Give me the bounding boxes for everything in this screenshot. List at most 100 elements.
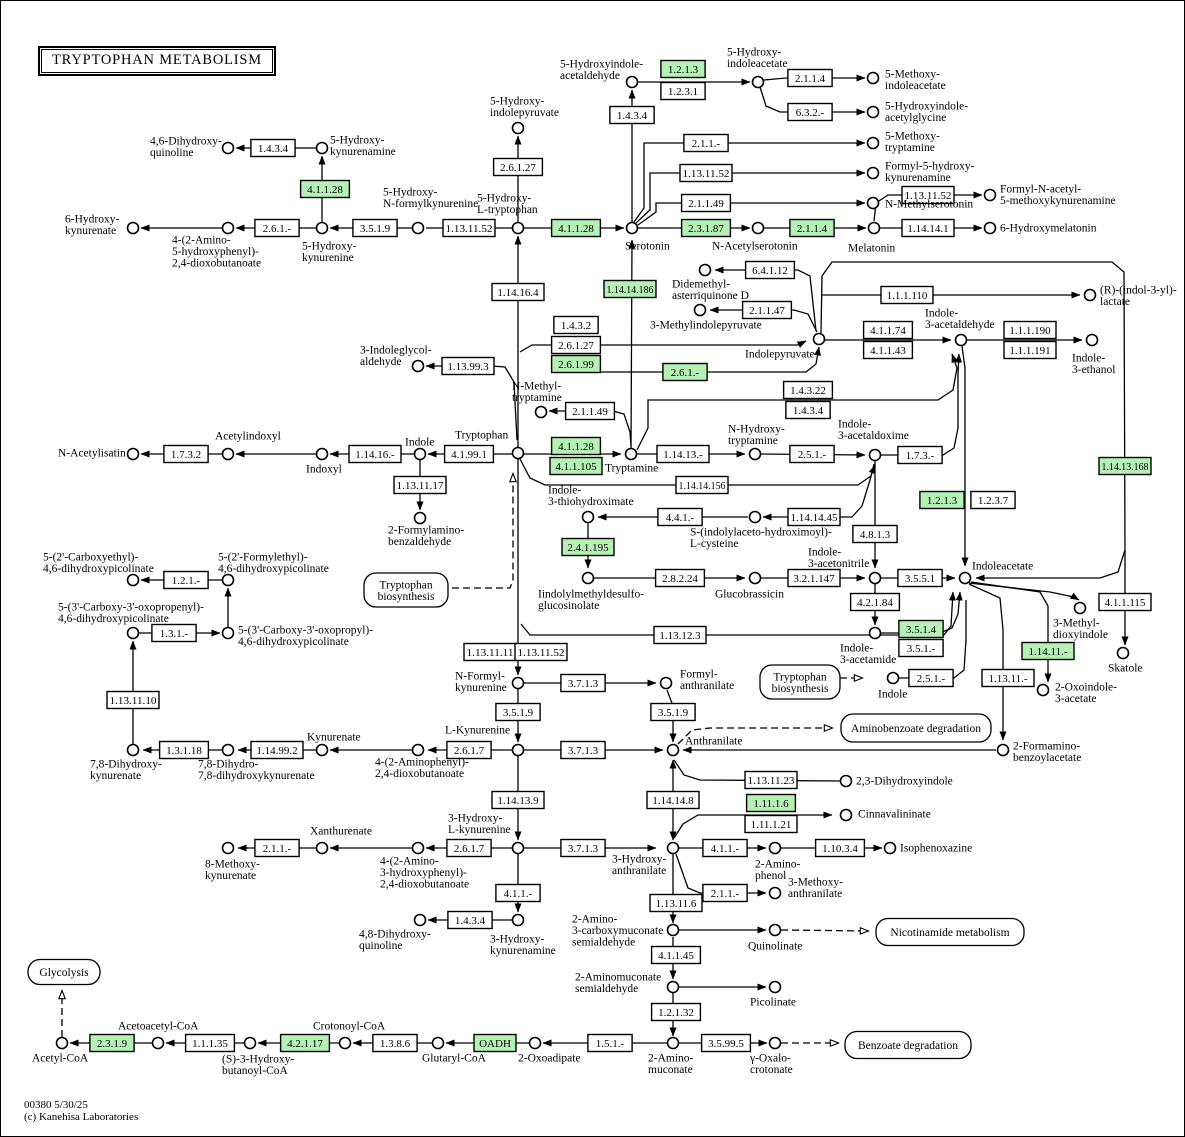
- enzyme-box-3-7-1-3[interactable]: 3.7.1.3: [560, 740, 606, 760]
- enzyme-box-2-1-1-49[interactable]: 2.1.1.49: [680, 193, 732, 213]
- enzyme-box-1-7-3[interactable]: 1.7.3.-: [897, 445, 943, 465]
- enzyme-box-1-13-11-52[interactable]: 1.13.11.52: [901, 185, 955, 205]
- enzyme-box-4-2-1-84[interactable]: 4.2.1.84: [849, 592, 901, 612]
- compound-node[interactable]: [221, 573, 235, 587]
- compound-node[interactable]: [1116, 646, 1130, 660]
- enzyme-box-1-3-1[interactable]: 1.3.1.-: [151, 623, 197, 643]
- enzyme-box-2-6-1-99[interactable]: 2.6.1.99: [550, 354, 602, 374]
- enzyme-box-4-1-99-1[interactable]: 4.1.99.1: [443, 444, 495, 464]
- compound-node[interactable]: [55, 1036, 69, 1050]
- enzyme-box-1-13-11-6[interactable]: 1.13.11.6: [649, 893, 703, 913]
- compound-node[interactable]: [411, 221, 425, 235]
- enzyme-box-4-2-1-17[interactable]: 4.2.1.17: [279, 1033, 331, 1053]
- compound-node[interactable]: [243, 1036, 257, 1050]
- enzyme-box-1-14-13-9[interactable]: 1.14.13.9: [491, 790, 545, 810]
- compound-node[interactable]: [886, 671, 900, 685]
- enzyme-box-2-1-1[interactable]: 2.1.1.-: [254, 838, 300, 858]
- enzyme-box-1-2-1[interactable]: 1.2.1.-: [163, 570, 209, 590]
- enzyme-box-2-5-1[interactable]: 2.5.1.-: [908, 668, 954, 688]
- compound-node[interactable]: [983, 188, 997, 202]
- compound-node[interactable]: [748, 447, 762, 461]
- enzyme-box-1-1-1-191[interactable]: 1.1.1.191: [1003, 340, 1057, 360]
- compound-node[interactable]: [954, 333, 968, 347]
- enzyme-box-2-6-1-7[interactable]: 2.6.1.7: [446, 838, 492, 858]
- compound-node[interactable]: [413, 447, 427, 461]
- compound-node[interactable]: [768, 1036, 782, 1050]
- compound-node[interactable]: [126, 743, 140, 757]
- enzyme-box-3-5-1-9[interactable]: 3.5.1.9: [650, 702, 696, 722]
- compound-node[interactable]: [812, 332, 826, 346]
- compound-node[interactable]: [868, 626, 882, 640]
- compound-node[interactable]: [511, 913, 525, 927]
- enzyme-box-4-1-1-115[interactable]: 4.1.1.115: [1098, 592, 1152, 612]
- pathway-link-nicotinamide-metabolism[interactable]: Nicotinamide metabolism: [875, 917, 1025, 947]
- enzyme-box-1-14-14-8[interactable]: 1.14.14.8: [646, 790, 700, 810]
- compound-node[interactable]: [883, 841, 897, 855]
- enzyme-box-1-13-11-10[interactable]: 1.13.11.10: [106, 690, 160, 710]
- compound-node[interactable]: [866, 196, 880, 210]
- enzyme-box-1-14-13[interactable]: 1.14.13.-: [656, 444, 710, 464]
- enzyme-box-1-2-1-3[interactable]: 1.2.1.3: [919, 490, 965, 510]
- enzyme-box-1-10-3-4[interactable]: 1.10.3.4: [814, 838, 866, 858]
- compound-node[interactable]: [866, 166, 880, 180]
- enzyme-box-4-1-1[interactable]: 4.1.1.-: [495, 883, 541, 903]
- compound-node[interactable]: [126, 221, 140, 235]
- enzyme-box-1-2-1-32[interactable]: 1.2.1.32: [650, 1002, 702, 1022]
- enzyme-box-1-4-3-4[interactable]: 1.4.3.4: [609, 105, 655, 125]
- compound-node[interactable]: [868, 571, 882, 585]
- compound-node[interactable]: [151, 1036, 165, 1050]
- compound-node[interactable]: [839, 808, 853, 822]
- enzyme-box-1-13-11[interactable]: 1.13.11.-: [981, 668, 1035, 688]
- compound-node[interactable]: [581, 571, 595, 585]
- enzyme-box-4-1-1-45[interactable]: 4.1.1.45: [650, 945, 702, 965]
- enzyme-box-4-1-1-28[interactable]: 4.1.1.28: [299, 179, 351, 199]
- compound-node[interactable]: [748, 571, 762, 585]
- compound-node[interactable]: [625, 75, 639, 89]
- compound-node[interactable]: [958, 571, 972, 585]
- enzyme-box-1-1-1-35[interactable]: 1.1.1.35: [184, 1033, 236, 1053]
- compound-node[interactable]: [866, 105, 880, 119]
- enzyme-box-4-4-1[interactable]: 4.4.1.-: [657, 507, 703, 527]
- compound-node[interactable]: [511, 743, 525, 757]
- enzyme-box-1-13-99-3[interactable]: 1.13.99.3: [441, 356, 495, 376]
- compound-node[interactable]: [751, 221, 765, 235]
- compound-node[interactable]: [511, 221, 525, 235]
- enzyme-box-4-1-1-105[interactable]: 4.1.1.105: [549, 456, 603, 476]
- compound-node[interactable]: [666, 841, 680, 855]
- compound-node[interactable]: [768, 923, 782, 937]
- enzyme-box-6-3-2[interactable]: 6.3.2.-: [787, 102, 833, 122]
- compound-node[interactable]: [768, 886, 782, 900]
- enzyme-box-4-1-1-43[interactable]: 4.1.1.43: [862, 340, 914, 360]
- compound-node[interactable]: [693, 303, 707, 317]
- enzyme-box-1-14-99-2[interactable]: 1.14.99.2: [250, 740, 304, 760]
- enzyme-box-1-2-1-3[interactable]: 1.2.1.3: [660, 59, 706, 79]
- enzyme-box-2-6-1-27[interactable]: 2.6.1.27: [492, 157, 544, 177]
- enzyme-box-1-1-1-110[interactable]: 1.1.1.110: [880, 285, 934, 305]
- enzyme-box-1-3-8-6[interactable]: 1.3.8.6: [372, 1033, 418, 1053]
- compound-node[interactable]: [867, 221, 881, 235]
- enzyme-box-1-14-14-1[interactable]: 1.14.14.1: [901, 218, 955, 238]
- enzyme-box-4-8-1-3[interactable]: 4.8.1.3: [852, 524, 898, 544]
- enzyme-box-2-8-2-24[interactable]: 2.8.2.24: [654, 568, 706, 588]
- enzyme-box-2-1-1-47[interactable]: 2.1.1.47: [741, 300, 793, 320]
- enzyme-box-3-2-1-147[interactable]: 3.2.1.147: [787, 568, 841, 588]
- enzyme-box-3-7-1-3[interactable]: 3.7.1.3: [560, 673, 606, 693]
- pathway-link-aminobenzoate-degradation[interactable]: Aminobenzoate degradation: [840, 713, 992, 743]
- enzyme-box-2-1-1-4[interactable]: 2.1.1.4: [787, 68, 833, 88]
- enzyme-box-3-5-1-9[interactable]: 3.5.1.9: [495, 702, 541, 722]
- compound-node[interactable]: [315, 447, 329, 461]
- compound-node[interactable]: [698, 263, 712, 277]
- enzyme-box-1-4-3-4[interactable]: 1.4.3.4: [785, 400, 831, 420]
- compound-node[interactable]: [315, 141, 329, 155]
- compound-node[interactable]: [315, 743, 329, 757]
- enzyme-box-4-1-1-28[interactable]: 4.1.1.28: [550, 436, 602, 456]
- enzyme-box-2-5-1[interactable]: 2.5.1.-: [789, 444, 835, 464]
- compound-node[interactable]: [534, 405, 548, 419]
- compound-node[interactable]: [659, 676, 673, 690]
- compound-node[interactable]: [666, 980, 680, 994]
- enzyme-box-1-13-11-23[interactable]: 1.13.11.23: [744, 770, 798, 790]
- enzyme-box-1-4-3-2[interactable]: 1.4.3.2: [553, 315, 599, 335]
- enzyme-box-1-1-1-190[interactable]: 1.1.1.190: [1003, 320, 1057, 340]
- compound-node[interactable]: [666, 743, 680, 757]
- enzyme-box-1-13-11-52[interactable]: 1.13.11.52: [679, 163, 733, 183]
